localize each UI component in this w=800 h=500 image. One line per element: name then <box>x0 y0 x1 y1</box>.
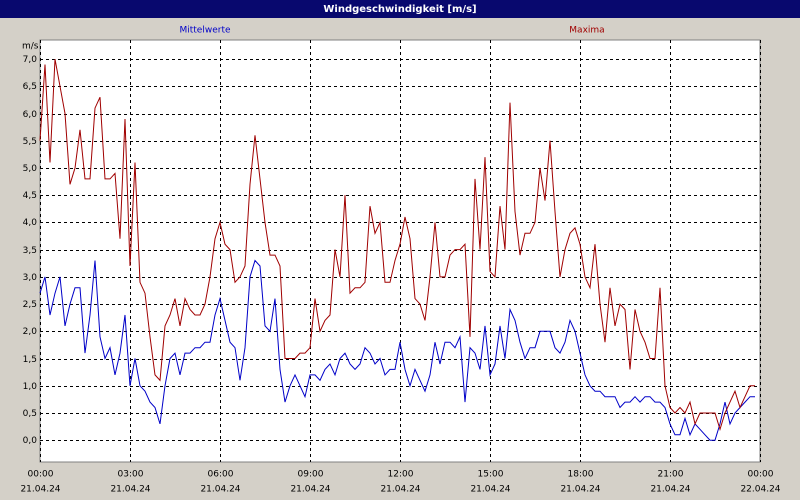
x-tick-label: 21:00 <box>658 470 684 480</box>
y-tick-label: 6,5 <box>23 82 37 92</box>
y-tick-label: 2,5 <box>23 300 37 310</box>
data-line <box>39 259 755 441</box>
legend-label: Mittelwerte <box>179 26 230 36</box>
x-tick-label: 06:00 <box>208 470 234 480</box>
data-line <box>39 59 755 432</box>
x-tick-date: 21.04.24 <box>470 485 510 495</box>
y-tick-label: 7,0 <box>23 55 38 65</box>
x-tick-date: 21.04.24 <box>290 485 330 495</box>
y-tick-label: 1,0 <box>23 382 38 392</box>
y-tick-label: 1,5 <box>23 355 37 365</box>
x-tick-date: 21.04.24 <box>560 485 600 495</box>
x-tick-label: 09:00 <box>298 470 324 480</box>
x-tick-date: 21.04.24 <box>380 485 420 495</box>
y-axis-label: m/s <box>22 42 39 52</box>
x-tick-label: 15:00 <box>478 470 504 480</box>
x-tick-date: 21.04.24 <box>200 485 240 495</box>
x-tick-label: 12:00 <box>388 470 414 480</box>
x-tick-date: 21.04.24 <box>20 485 60 495</box>
y-tick-label: 0,5 <box>23 409 37 419</box>
y-tick-label: 4,5 <box>23 191 37 201</box>
x-tick-label: 00:00 <box>28 470 54 480</box>
x-tick-label: 18:00 <box>568 470 594 480</box>
legend-label: Maxima <box>569 26 604 36</box>
y-tick-label: 6,0 <box>23 110 38 120</box>
x-tick-date: 21.04.24 <box>650 485 690 495</box>
x-tick-label: 03:00 <box>118 470 144 480</box>
chart-title: Windgeschwindigkeit [m/s] <box>323 4 476 15</box>
y-tick-label: 2,0 <box>23 327 38 337</box>
y-tick-label: 4,0 <box>23 218 38 228</box>
title-bar <box>0 0 800 18</box>
y-tick-label: 5,0 <box>23 164 38 174</box>
y-tick-label: 5,5 <box>23 137 37 147</box>
x-tick-label: 00:00 <box>748 470 774 480</box>
x-tick-date: 22.04.24 <box>740 485 780 495</box>
y-tick-label: 3,5 <box>23 246 37 256</box>
y-tick-label: 0,0 <box>23 436 38 446</box>
y-tick-label: 3,0 <box>23 273 38 283</box>
x-tick-date: 21.04.24 <box>110 485 150 495</box>
